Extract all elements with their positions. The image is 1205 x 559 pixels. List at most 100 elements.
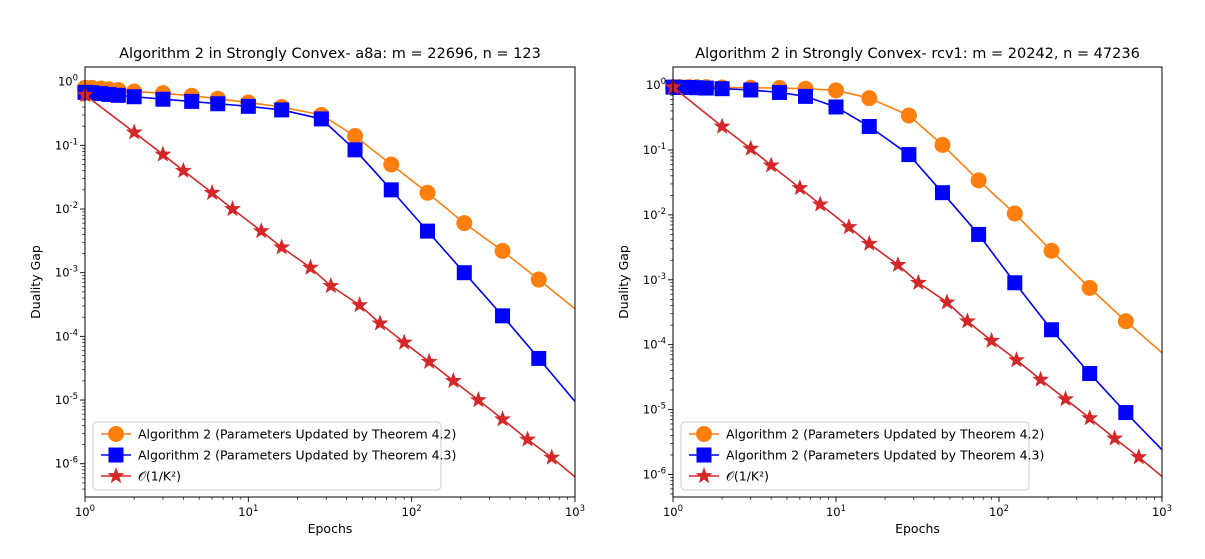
data-point [889, 255, 907, 273]
data-point [762, 156, 780, 173]
y-tick-label: 10-1 [643, 142, 666, 157]
data-point [347, 128, 364, 145]
data-point [860, 234, 878, 251]
y-tick-label: 10-3 [643, 272, 666, 287]
data-point [531, 350, 547, 366]
y-tick-label: 10-3 [55, 265, 78, 280]
data-point [420, 352, 438, 369]
legend-box [92, 421, 442, 491]
data-point [1082, 365, 1098, 381]
chart-panel-2: 100 101 102 103 10-6 10-5 10-4 10-3 10-2 10-1 100 A… [616, 46, 1172, 536]
legend-marker [696, 426, 712, 442]
legend-entry: 𝒪(1/K²) [689, 467, 769, 484]
data-point [1081, 279, 1098, 296]
data-point [494, 242, 511, 259]
series-line [85, 94, 575, 478]
series-3 [664, 78, 1162, 478]
data-point [125, 123, 143, 140]
legend-marker [108, 447, 124, 463]
series-1 [665, 79, 1162, 354]
series-line [673, 86, 1162, 478]
data-point [791, 179, 809, 196]
data-point [901, 147, 917, 163]
data-point [347, 142, 363, 158]
x-tick-label: 102 [989, 504, 1009, 519]
x-tick-label: 100 [663, 504, 683, 519]
data-point [224, 200, 241, 217]
data-point [909, 273, 927, 290]
y-tick-label: 10-6 [643, 466, 666, 481]
series-3 [76, 86, 575, 478]
data-point [371, 314, 389, 331]
y-axis-ticks: 10-6 10-5 10-4 10-3 10-2 10-1 100 [643, 77, 673, 495]
chart-title: Algorithm 2 in Strongly Convex- rcv1: m … [695, 46, 1140, 62]
y-axis-ticks: 10-6 10-5 10-4 10-3 10-2 10-1 100 [55, 74, 85, 490]
chart-title: Algorithm 2 in Strongly Convex- a8a: m =… [119, 46, 541, 62]
data-point [240, 98, 256, 114]
data-point [126, 89, 142, 105]
data-point [444, 371, 462, 389]
data-point [110, 87, 126, 103]
x-axis-ticks: 100 101 102 103 [75, 497, 585, 519]
data-point [383, 156, 400, 173]
y-tick-label: 10-2 [55, 201, 78, 216]
data-point [698, 80, 714, 96]
x-tick-label: 103 [1152, 504, 1172, 519]
x-tick-label: 103 [565, 504, 585, 519]
data-point [1008, 351, 1025, 368]
data-point [203, 183, 221, 200]
data-point [155, 91, 171, 107]
legend-entry: Algorithm 2 (Parameters Updated by Theor… [101, 447, 456, 463]
data-point [495, 308, 511, 324]
data-point [469, 391, 487, 408]
data-point [938, 293, 956, 310]
data-point [1032, 370, 1050, 387]
y-tick-label: 10-4 [55, 328, 78, 343]
y-tick-label: 10-5 [55, 392, 78, 407]
data-point [714, 81, 730, 97]
y-tick-label: 10-6 [55, 456, 78, 471]
data-point [1081, 409, 1099, 426]
x-tick-label: 101 [238, 504, 258, 519]
x-tick-label: 101 [826, 504, 846, 519]
y-axis-label: Duality Gap [28, 245, 43, 319]
data-point [934, 136, 951, 153]
data-point [771, 84, 787, 100]
y-axis-label: Duality Gap [616, 245, 631, 319]
x-axis-label: Epochs [308, 521, 353, 536]
series-line [673, 86, 1162, 451]
legend-label: Algorithm 2 (Parameters Updated by Theor… [138, 427, 456, 442]
y-tick-label: 10-4 [643, 337, 666, 352]
legend: Algorithm 2 (Parameters Updated by Theor… [680, 421, 1044, 491]
series-2 [77, 84, 575, 402]
y-tick-label: 10-2 [643, 207, 666, 222]
chart-panel-1: 100 101 102 103 10-6 10-5 10-4 10-3 10-2 10-1 100 A… [28, 46, 585, 536]
legend-entry: Algorithm 2 (Parameters Updated by Theor… [689, 426, 1044, 442]
data-point [313, 111, 329, 127]
data-point [301, 258, 319, 275]
y-tick-label: 10-5 [643, 402, 666, 417]
data-point [1117, 313, 1134, 330]
axes-frame [672, 66, 1163, 498]
legend-entry: Algorithm 2 (Parameters Updated by Theor… [101, 426, 456, 442]
data-point [456, 265, 472, 281]
data-point [983, 331, 1000, 348]
legend-entry: 𝒪(1/K²) [101, 467, 181, 484]
data-point [934, 185, 950, 201]
data-point [828, 82, 844, 99]
data-point [252, 222, 270, 239]
data-point [154, 145, 172, 162]
legend-marker [695, 467, 713, 484]
data-point [900, 107, 917, 124]
data-point [530, 271, 547, 288]
legend: Algorithm 2 (Parameters Updated by Theor… [92, 421, 456, 491]
axes-frame [84, 66, 576, 498]
x-axis-ticks: 100 101 102 103 [663, 497, 1172, 519]
data-point [383, 182, 399, 198]
legend-marker [108, 426, 124, 442]
data-point [1118, 405, 1134, 421]
data-point [811, 195, 829, 212]
data-point [1006, 205, 1023, 222]
data-point [742, 139, 760, 156]
legend-marker [696, 447, 712, 463]
